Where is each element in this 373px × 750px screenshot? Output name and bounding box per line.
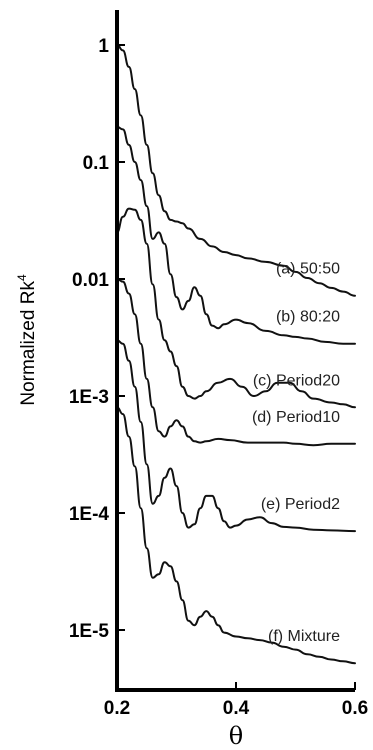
y-axis-title: Normalized Rk4 <box>15 274 39 406</box>
series-line-6 <box>116 406 356 665</box>
series-label-3: (c) Period20 <box>253 372 340 389</box>
series-label-1: (a) 50:50 <box>276 261 340 278</box>
y-tick-label: 1E-5 <box>69 621 110 642</box>
y-tick-label: 1 <box>98 36 109 57</box>
series-line-1 <box>116 44 356 297</box>
y-axis-title-superscript: 4 <box>15 274 29 281</box>
series-line-5 <box>116 339 356 533</box>
x-tick-label: 0.6 <box>342 698 368 719</box>
axes-group <box>115 10 355 692</box>
series-line-2 <box>116 125 356 345</box>
y-tick-label: 0.01 <box>72 270 109 291</box>
x-tick-label: 0.2 <box>104 698 130 719</box>
y-tick-label: 1E-4 <box>69 504 110 525</box>
x-axis-title: θ <box>229 722 243 750</box>
series-label-5: (e) Period2 <box>261 496 340 513</box>
series-line-3 <box>116 207 356 409</box>
curves-group <box>116 44 356 665</box>
ticks-group: 1 0.1 0.01 1E-3 1E-4 1E-5 0.2 0.4 0.6 <box>69 36 368 719</box>
x-tick-label: 0.4 <box>223 698 250 719</box>
series-label-4: (d) Period10 <box>252 409 340 426</box>
y-tick-label: 1E-3 <box>69 387 109 408</box>
series-line-4 <box>116 278 356 447</box>
curve-labels-group: (a) 50:50 (b) 80:20 (c) Period20 (d) Period… <box>252 261 340 646</box>
series-label-6: (f) Mixture <box>268 628 340 645</box>
y-axis-title-main: Normalized Rk <box>18 281 39 406</box>
series-label-2: (b) 80:20 <box>276 309 340 326</box>
y-tick-label: 0.1 <box>83 153 110 174</box>
